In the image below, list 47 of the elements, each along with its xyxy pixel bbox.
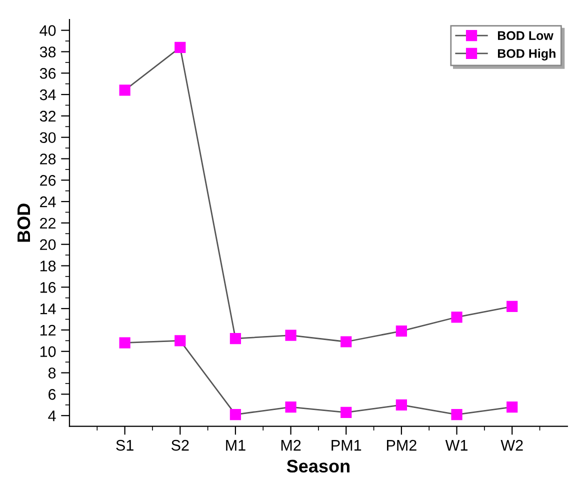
y-tick-label: 22 bbox=[40, 218, 56, 228]
point bbox=[285, 401, 296, 413]
y-tick-label: 36 bbox=[40, 68, 56, 79]
point bbox=[451, 312, 462, 323]
y-tick-label: 38 bbox=[40, 46, 56, 58]
y-tick-label: 40 bbox=[40, 25, 56, 36]
y-tick-label: 14 bbox=[40, 304, 56, 314]
point bbox=[340, 406, 352, 418]
y-tick-label: 18 bbox=[40, 260, 56, 272]
y-tick-label: 20 bbox=[40, 239, 56, 250]
point bbox=[119, 84, 130, 96]
x-tick-label: M1 bbox=[226, 440, 246, 451]
x-tick-label: W2 bbox=[500, 440, 523, 451]
point bbox=[506, 401, 518, 413]
y-axis-title: BOD bbox=[17, 204, 30, 242]
y-tick-label: 34 bbox=[40, 89, 56, 100]
y-tick-label: 26 bbox=[40, 175, 56, 186]
point bbox=[174, 335, 186, 346]
x-tick-label: M2 bbox=[281, 440, 301, 451]
point bbox=[285, 330, 296, 341]
y-tick-label: 32 bbox=[40, 110, 56, 122]
y-tick-label: 6 bbox=[48, 389, 56, 400]
point bbox=[230, 332, 242, 344]
y-tick-label: 24 bbox=[40, 196, 56, 208]
y-tick-label: 4 bbox=[48, 410, 56, 422]
x-tick-label: PM2 bbox=[386, 440, 416, 451]
y-tick-label: 16 bbox=[40, 282, 56, 293]
legend-label: BOD High bbox=[498, 48, 556, 60]
x-tick-label: PM1 bbox=[332, 440, 362, 451]
point bbox=[396, 399, 407, 410]
x-tick-label: S1 bbox=[116, 440, 134, 451]
y-tick-label: 30 bbox=[40, 132, 56, 144]
point bbox=[396, 325, 407, 337]
point bbox=[119, 337, 130, 348]
point bbox=[506, 300, 518, 312]
y-tick-label: 28 bbox=[40, 154, 56, 164]
x-axis-title: Season bbox=[286, 460, 350, 473]
x-tick-label: S2 bbox=[171, 440, 189, 451]
point bbox=[340, 336, 352, 348]
point bbox=[451, 408, 462, 420]
y-tick-label: 10 bbox=[40, 346, 56, 358]
point bbox=[230, 408, 242, 420]
y-tick-label: 12 bbox=[40, 324, 56, 336]
x-tick-label: W1 bbox=[445, 440, 468, 451]
point bbox=[174, 42, 186, 53]
y-tick-label: 8 bbox=[48, 368, 56, 378]
legend-label: BOD Low bbox=[498, 31, 554, 40]
